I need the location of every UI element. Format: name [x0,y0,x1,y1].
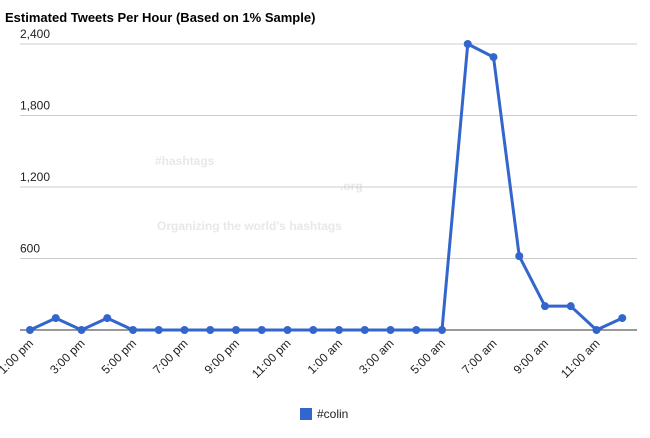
x-tick-label: 5:00 pm [99,336,140,377]
data-point [541,302,549,311]
legend-label: #colin [317,407,348,421]
data-point [103,314,112,323]
y-tick-label: 1,800 [20,99,50,113]
x-tick-label: 7:00 am [459,336,500,377]
series-line [29,42,623,332]
data-point [618,314,627,323]
x-tick-label: 1:00 pm [0,336,36,377]
data-point [566,302,575,311]
x-tick-label: 5:00 am [408,336,449,377]
data-point [206,326,215,334]
watermark-logo: #hashtags [155,154,215,168]
chart-title: Estimated Tweets Per Hour (Based on 1% S… [5,10,315,25]
data-point [463,40,472,48]
x-tick-label: 7:00 pm [150,336,191,377]
x-tick-label: 3:00 pm [47,336,88,377]
data-point [412,326,421,334]
data-point [283,326,292,334]
data-point [592,326,601,334]
data-point [438,326,446,334]
data-point [360,326,369,334]
x-tick-label: 9:00 pm [202,336,243,377]
data-point [129,326,137,334]
x-tick-label: 11:00 pm [249,336,294,381]
data-point [309,326,318,334]
x-tick-label: 11:00 am [558,336,603,381]
data-point [154,326,163,334]
y-tick-label: 2,400 [20,27,50,41]
data-point [51,314,60,323]
data-point [77,326,86,334]
data-point [515,252,524,261]
watermark-tagline: Organizing the world's hashtags [157,219,342,233]
y-tick-label: 600 [20,242,40,256]
data-point [257,326,266,334]
data-point [180,326,189,334]
x-tick-label: 3:00 am [356,336,397,377]
x-tick-label: 1:00 am [305,336,346,377]
data-point [386,326,395,334]
watermark-domain: .org [340,179,363,193]
data-point [335,326,343,334]
y-tick-label: 1,200 [20,170,50,184]
x-tick-label: 9:00 am [511,336,552,377]
data-point [26,326,34,334]
data-point [232,326,240,334]
legend-swatch [300,408,312,420]
data-point [489,53,498,62]
